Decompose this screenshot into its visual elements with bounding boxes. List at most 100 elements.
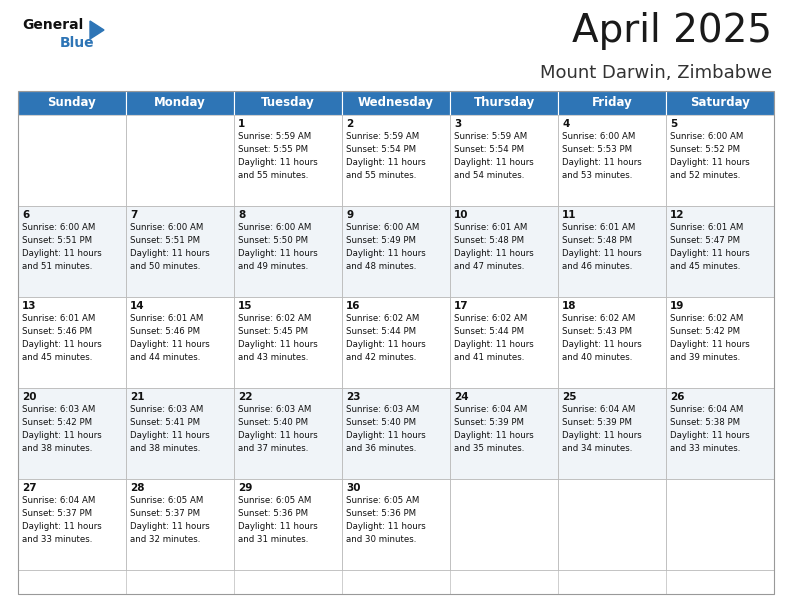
Bar — [126, 206, 234, 297]
Text: Saturday: Saturday — [690, 96, 750, 110]
Text: Daylight: 11 hours: Daylight: 11 hours — [670, 249, 750, 258]
Text: and 55 minutes.: and 55 minutes. — [238, 171, 308, 180]
Text: Sunset: 5:53 PM: Sunset: 5:53 PM — [562, 145, 632, 154]
Text: Sunrise: 6:03 AM: Sunrise: 6:03 AM — [22, 405, 95, 414]
Text: and 46 minutes.: and 46 minutes. — [562, 262, 632, 271]
Text: 18: 18 — [562, 301, 577, 311]
Bar — [126, 115, 234, 206]
Text: Sunrise: 6:03 AM: Sunrise: 6:03 AM — [238, 405, 311, 414]
Text: and 48 minutes.: and 48 minutes. — [346, 262, 417, 271]
Text: Sunrise: 6:01 AM: Sunrise: 6:01 AM — [562, 223, 635, 232]
Text: and 40 minutes.: and 40 minutes. — [562, 353, 632, 362]
Text: Sunrise: 6:05 AM: Sunrise: 6:05 AM — [238, 496, 311, 505]
Text: Sunset: 5:52 PM: Sunset: 5:52 PM — [670, 145, 741, 154]
Text: Sunset: 5:36 PM: Sunset: 5:36 PM — [346, 509, 416, 518]
Text: 23: 23 — [346, 392, 360, 401]
Text: Sunrise: 6:01 AM: Sunrise: 6:01 AM — [130, 314, 204, 323]
Text: Daylight: 11 hours: Daylight: 11 hours — [562, 431, 642, 439]
Text: and 49 minutes.: and 49 minutes. — [238, 262, 308, 271]
Text: Sunset: 5:40 PM: Sunset: 5:40 PM — [238, 418, 308, 427]
Bar — [18, 479, 126, 570]
Bar — [666, 297, 774, 388]
Text: Sunrise: 6:01 AM: Sunrise: 6:01 AM — [670, 223, 744, 232]
Text: Wednesday: Wednesday — [358, 96, 434, 110]
Text: Sunrise: 6:00 AM: Sunrise: 6:00 AM — [22, 223, 95, 232]
Text: and 45 minutes.: and 45 minutes. — [22, 353, 93, 362]
Text: Sunrise: 6:03 AM: Sunrise: 6:03 AM — [346, 405, 420, 414]
Text: Daylight: 11 hours: Daylight: 11 hours — [346, 340, 426, 349]
Text: Sunset: 5:51 PM: Sunset: 5:51 PM — [22, 236, 92, 245]
Bar — [126, 91, 234, 115]
Text: Daylight: 11 hours: Daylight: 11 hours — [22, 431, 101, 439]
Text: Daylight: 11 hours: Daylight: 11 hours — [22, 249, 101, 258]
Text: Sunrise: 6:00 AM: Sunrise: 6:00 AM — [670, 132, 744, 141]
Text: and 39 minutes.: and 39 minutes. — [670, 353, 741, 362]
Text: 9: 9 — [346, 210, 353, 220]
Text: Sunset: 5:44 PM: Sunset: 5:44 PM — [346, 327, 416, 336]
Text: Sunset: 5:41 PM: Sunset: 5:41 PM — [130, 418, 200, 427]
Text: Daylight: 11 hours: Daylight: 11 hours — [238, 249, 318, 258]
Text: Sunrise: 5:59 AM: Sunrise: 5:59 AM — [238, 132, 311, 141]
Text: Daylight: 11 hours: Daylight: 11 hours — [130, 431, 210, 439]
Bar — [558, 115, 666, 206]
Text: 3: 3 — [454, 119, 461, 129]
Text: and 32 minutes.: and 32 minutes. — [130, 535, 200, 543]
Bar — [450, 388, 558, 479]
Text: Sunrise: 6:02 AM: Sunrise: 6:02 AM — [562, 314, 635, 323]
Text: and 35 minutes.: and 35 minutes. — [454, 444, 524, 453]
Text: Sunset: 5:49 PM: Sunset: 5:49 PM — [346, 236, 416, 245]
Text: and 45 minutes.: and 45 minutes. — [670, 262, 741, 271]
Text: and 53 minutes.: and 53 minutes. — [562, 171, 632, 180]
Text: Sunset: 5:47 PM: Sunset: 5:47 PM — [670, 236, 741, 245]
Text: 2: 2 — [346, 119, 353, 129]
Text: Sunrise: 6:05 AM: Sunrise: 6:05 AM — [130, 496, 204, 505]
Text: Sunset: 5:44 PM: Sunset: 5:44 PM — [454, 327, 524, 336]
Text: Sunset: 5:48 PM: Sunset: 5:48 PM — [562, 236, 632, 245]
Text: and 33 minutes.: and 33 minutes. — [22, 535, 93, 543]
Text: and 38 minutes.: and 38 minutes. — [22, 444, 93, 453]
Text: Sunrise: 6:00 AM: Sunrise: 6:00 AM — [346, 223, 420, 232]
Text: Friday: Friday — [592, 96, 632, 110]
Bar — [126, 388, 234, 479]
Text: Sunrise: 6:01 AM: Sunrise: 6:01 AM — [454, 223, 527, 232]
Bar — [342, 479, 450, 570]
Text: Daylight: 11 hours: Daylight: 11 hours — [670, 340, 750, 349]
Text: Sunrise: 6:02 AM: Sunrise: 6:02 AM — [454, 314, 527, 323]
Text: Daylight: 11 hours: Daylight: 11 hours — [562, 158, 642, 167]
Bar — [666, 479, 774, 570]
Text: and 47 minutes.: and 47 minutes. — [454, 262, 524, 271]
Text: and 38 minutes.: and 38 minutes. — [130, 444, 200, 453]
Text: and 55 minutes.: and 55 minutes. — [346, 171, 417, 180]
Text: Sunset: 5:48 PM: Sunset: 5:48 PM — [454, 236, 524, 245]
Text: Sunday: Sunday — [48, 96, 97, 110]
Text: and 37 minutes.: and 37 minutes. — [238, 444, 308, 453]
Bar — [18, 206, 126, 297]
Text: Daylight: 11 hours: Daylight: 11 hours — [130, 249, 210, 258]
Text: and 42 minutes.: and 42 minutes. — [346, 353, 417, 362]
Text: Daylight: 11 hours: Daylight: 11 hours — [238, 431, 318, 439]
Text: 28: 28 — [130, 483, 144, 493]
Text: 17: 17 — [454, 301, 469, 311]
Text: 15: 15 — [238, 301, 253, 311]
Text: and 52 minutes.: and 52 minutes. — [670, 171, 741, 180]
Bar — [234, 297, 342, 388]
Text: Sunrise: 6:02 AM: Sunrise: 6:02 AM — [238, 314, 311, 323]
Text: Tuesday: Tuesday — [261, 96, 315, 110]
Bar — [18, 115, 126, 206]
Text: Sunrise: 6:04 AM: Sunrise: 6:04 AM — [22, 496, 95, 505]
Text: Sunrise: 6:05 AM: Sunrise: 6:05 AM — [346, 496, 420, 505]
Bar — [18, 91, 126, 115]
Text: and 36 minutes.: and 36 minutes. — [346, 444, 417, 453]
Bar — [126, 479, 234, 570]
Bar — [18, 297, 126, 388]
Text: 14: 14 — [130, 301, 145, 311]
Text: 27: 27 — [22, 483, 36, 493]
Text: Sunrise: 6:00 AM: Sunrise: 6:00 AM — [238, 223, 311, 232]
Text: 1: 1 — [238, 119, 246, 129]
Text: Sunset: 5:38 PM: Sunset: 5:38 PM — [670, 418, 741, 427]
Text: Sunrise: 6:03 AM: Sunrise: 6:03 AM — [130, 405, 204, 414]
Text: Daylight: 11 hours: Daylight: 11 hours — [346, 249, 426, 258]
Text: Mount Darwin, Zimbabwe: Mount Darwin, Zimbabwe — [540, 64, 772, 82]
Text: Daylight: 11 hours: Daylight: 11 hours — [346, 521, 426, 531]
Text: Daylight: 11 hours: Daylight: 11 hours — [454, 158, 534, 167]
